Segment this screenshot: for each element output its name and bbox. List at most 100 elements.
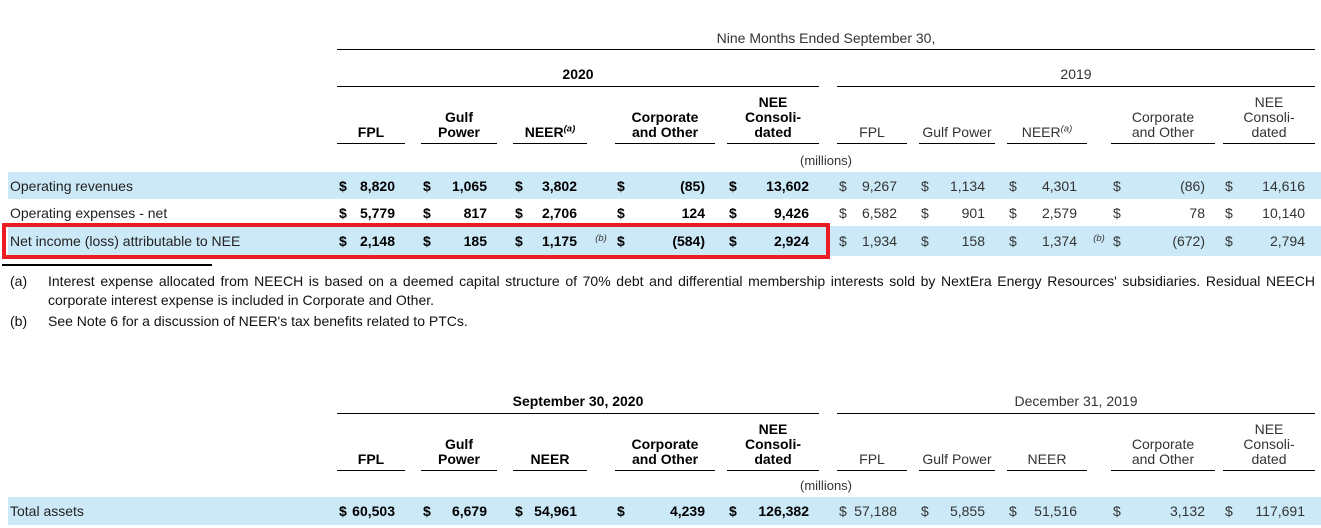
value: 10,140 — [1262, 204, 1305, 221]
money-cell: $4,239 — [615, 503, 715, 519]
footnote-b-marker: (b) — [595, 232, 607, 244]
value: 117,691 — [1255, 503, 1305, 519]
table1-title: Nine Months Ended September 30, — [337, 16, 1315, 50]
table2-column-headers: FPL Gulf Power NEER Corporate and Other … — [8, 414, 1321, 471]
money-cell: $ (672) — [1111, 233, 1215, 249]
col-header-neer-2019: NEER(a) — [1007, 87, 1087, 144]
money-cell: $1,934 — [837, 233, 907, 249]
value: 6,679 — [451, 503, 487, 519]
footnote-text: Interest expense allocated from NEECH is… — [48, 273, 1315, 308]
table-row-net-income: Net income (loss) attributable to NEE $2… — [2, 223, 1321, 259]
currency-symbol: $ — [423, 503, 431, 519]
col-header-neer-2020: NEER — [513, 414, 587, 471]
value: 1,175 — [541, 233, 577, 249]
currency-symbol: $ — [839, 177, 847, 194]
table1-units-row: (millions) — [8, 144, 1321, 168]
value: 57,188 — [854, 503, 897, 519]
currency-symbol: $ — [1113, 204, 1121, 221]
table2-units-row: (millions) — [8, 471, 1321, 493]
value: 1,134 — [949, 177, 985, 194]
currency-symbol: $ — [839, 503, 847, 519]
year-2020-header: 2020 — [337, 50, 819, 87]
money-cell: $3,802 — [513, 178, 587, 194]
income-statement-segment-table: Nine Months Ended September 30, 2020 201… — [2, 16, 1321, 259]
col-header-nee-consolidated-2020: NEE Consoli- dated — [727, 414, 819, 471]
currency-symbol: $ — [1009, 503, 1017, 519]
currency-symbol: $ — [729, 233, 737, 249]
value: 158 — [961, 233, 985, 249]
units-label: (millions) — [800, 153, 852, 168]
value: 4,239 — [669, 503, 705, 519]
value: 126,382 — [758, 503, 809, 519]
year-2019-header: 2019 — [837, 50, 1315, 87]
money-cell: $158 — [919, 233, 995, 249]
money-cell: $1,175 — [513, 233, 587, 249]
money-cell: $6,679 — [421, 503, 497, 519]
value: 5,779 — [359, 204, 395, 221]
col-header-fpl-2019: FPL — [837, 414, 907, 471]
col-header-corporate-2019: Corporate and Other — [1111, 87, 1215, 144]
value: 78 — [1189, 204, 1205, 221]
total-assets-segment-table: September 30, 2020 December 31, 2019 FPL… — [8, 383, 1321, 525]
money-cell: $2,148 — [337, 233, 405, 249]
money-cell: $ (86) — [1111, 178, 1215, 194]
value: 3,132 — [1169, 503, 1205, 519]
currency-symbol: $ — [515, 177, 523, 194]
value: 13,602 — [766, 177, 809, 194]
money-cell: $60,503 — [337, 503, 405, 519]
footnote-a-marker: (a) — [563, 123, 576, 135]
col-header-gulf-2019: Gulf Power — [919, 87, 995, 144]
currency-symbol: $ — [1225, 503, 1233, 519]
currency-symbol: $ — [617, 177, 625, 194]
col-header-gulf-2020: Gulf Power — [421, 87, 497, 144]
currency-symbol: $ — [1113, 233, 1121, 249]
col-header-fpl-2019: FPL — [837, 87, 907, 144]
money-cell: $2,706 — [513, 205, 587, 221]
value: 4,301 — [1041, 177, 1077, 194]
value: 1,065 — [451, 177, 487, 194]
value: (86) — [1180, 177, 1205, 194]
footnote-text: See Note 6 for a discussion of NEER's ta… — [48, 313, 468, 329]
money-cell: $13,602 — [727, 178, 819, 194]
table-row-operating-expenses: Operating expenses - net $5,779 $817 $2,… — [8, 199, 1321, 226]
currency-symbol: $ — [1113, 503, 1121, 519]
col-header-nee-consolidated-2019: NEE Consoli- dated — [1223, 414, 1315, 471]
money-cell: $117,691 — [1223, 503, 1315, 519]
money-cell: $124 — [615, 205, 715, 221]
currency-symbol: $ — [1225, 233, 1233, 249]
value: 9,267 — [861, 177, 897, 194]
footnote-b: (b) See Note 6 for a discussion of NEER'… — [10, 312, 1315, 331]
value: 124 — [681, 204, 705, 221]
value: 6,582 — [861, 204, 897, 221]
currency-symbol: $ — [515, 503, 523, 519]
currency-symbol: $ — [1113, 177, 1121, 194]
money-cell: $126,382 — [727, 503, 819, 519]
value: 14,616 — [1262, 177, 1305, 194]
table1-column-headers: FPL Gulf Power NEER(a) Corporate and Oth… — [8, 87, 1321, 144]
money-cell: $57,188 — [837, 503, 907, 519]
table2-date-row: September 30, 2020 December 31, 2019 — [8, 383, 1321, 414]
value: 2,924 — [773, 233, 809, 249]
value: 2,579 — [1041, 204, 1077, 221]
currency-symbol: $ — [617, 233, 625, 249]
money-cell: $2,924 — [727, 233, 819, 249]
row-label: Net income (loss) attributable to NEE — [10, 233, 241, 249]
money-cell: $3,132 — [1111, 503, 1215, 519]
currency-symbol: $ — [1009, 204, 1017, 221]
value: 2,148 — [359, 233, 395, 249]
money-cell: $9,267 — [837, 178, 907, 194]
currency-symbol: $ — [729, 204, 737, 221]
col-header-fpl-2020: FPL — [337, 414, 405, 471]
value: 2,706 — [541, 204, 577, 221]
money-cell: $51,516 — [1007, 503, 1087, 519]
table-row-operating-revenues: Operating revenues $8,820 $1,065 $3,802 … — [8, 172, 1321, 199]
currency-symbol: $ — [1225, 204, 1233, 221]
currency-symbol: $ — [515, 204, 523, 221]
currency-symbol: $ — [921, 503, 929, 519]
currency-symbol: $ — [839, 233, 847, 249]
currency-symbol: $ — [339, 503, 347, 519]
value: 3,802 — [541, 177, 577, 194]
money-cell: $5,855 — [919, 503, 995, 519]
money-cell: $1,065 — [421, 178, 497, 194]
